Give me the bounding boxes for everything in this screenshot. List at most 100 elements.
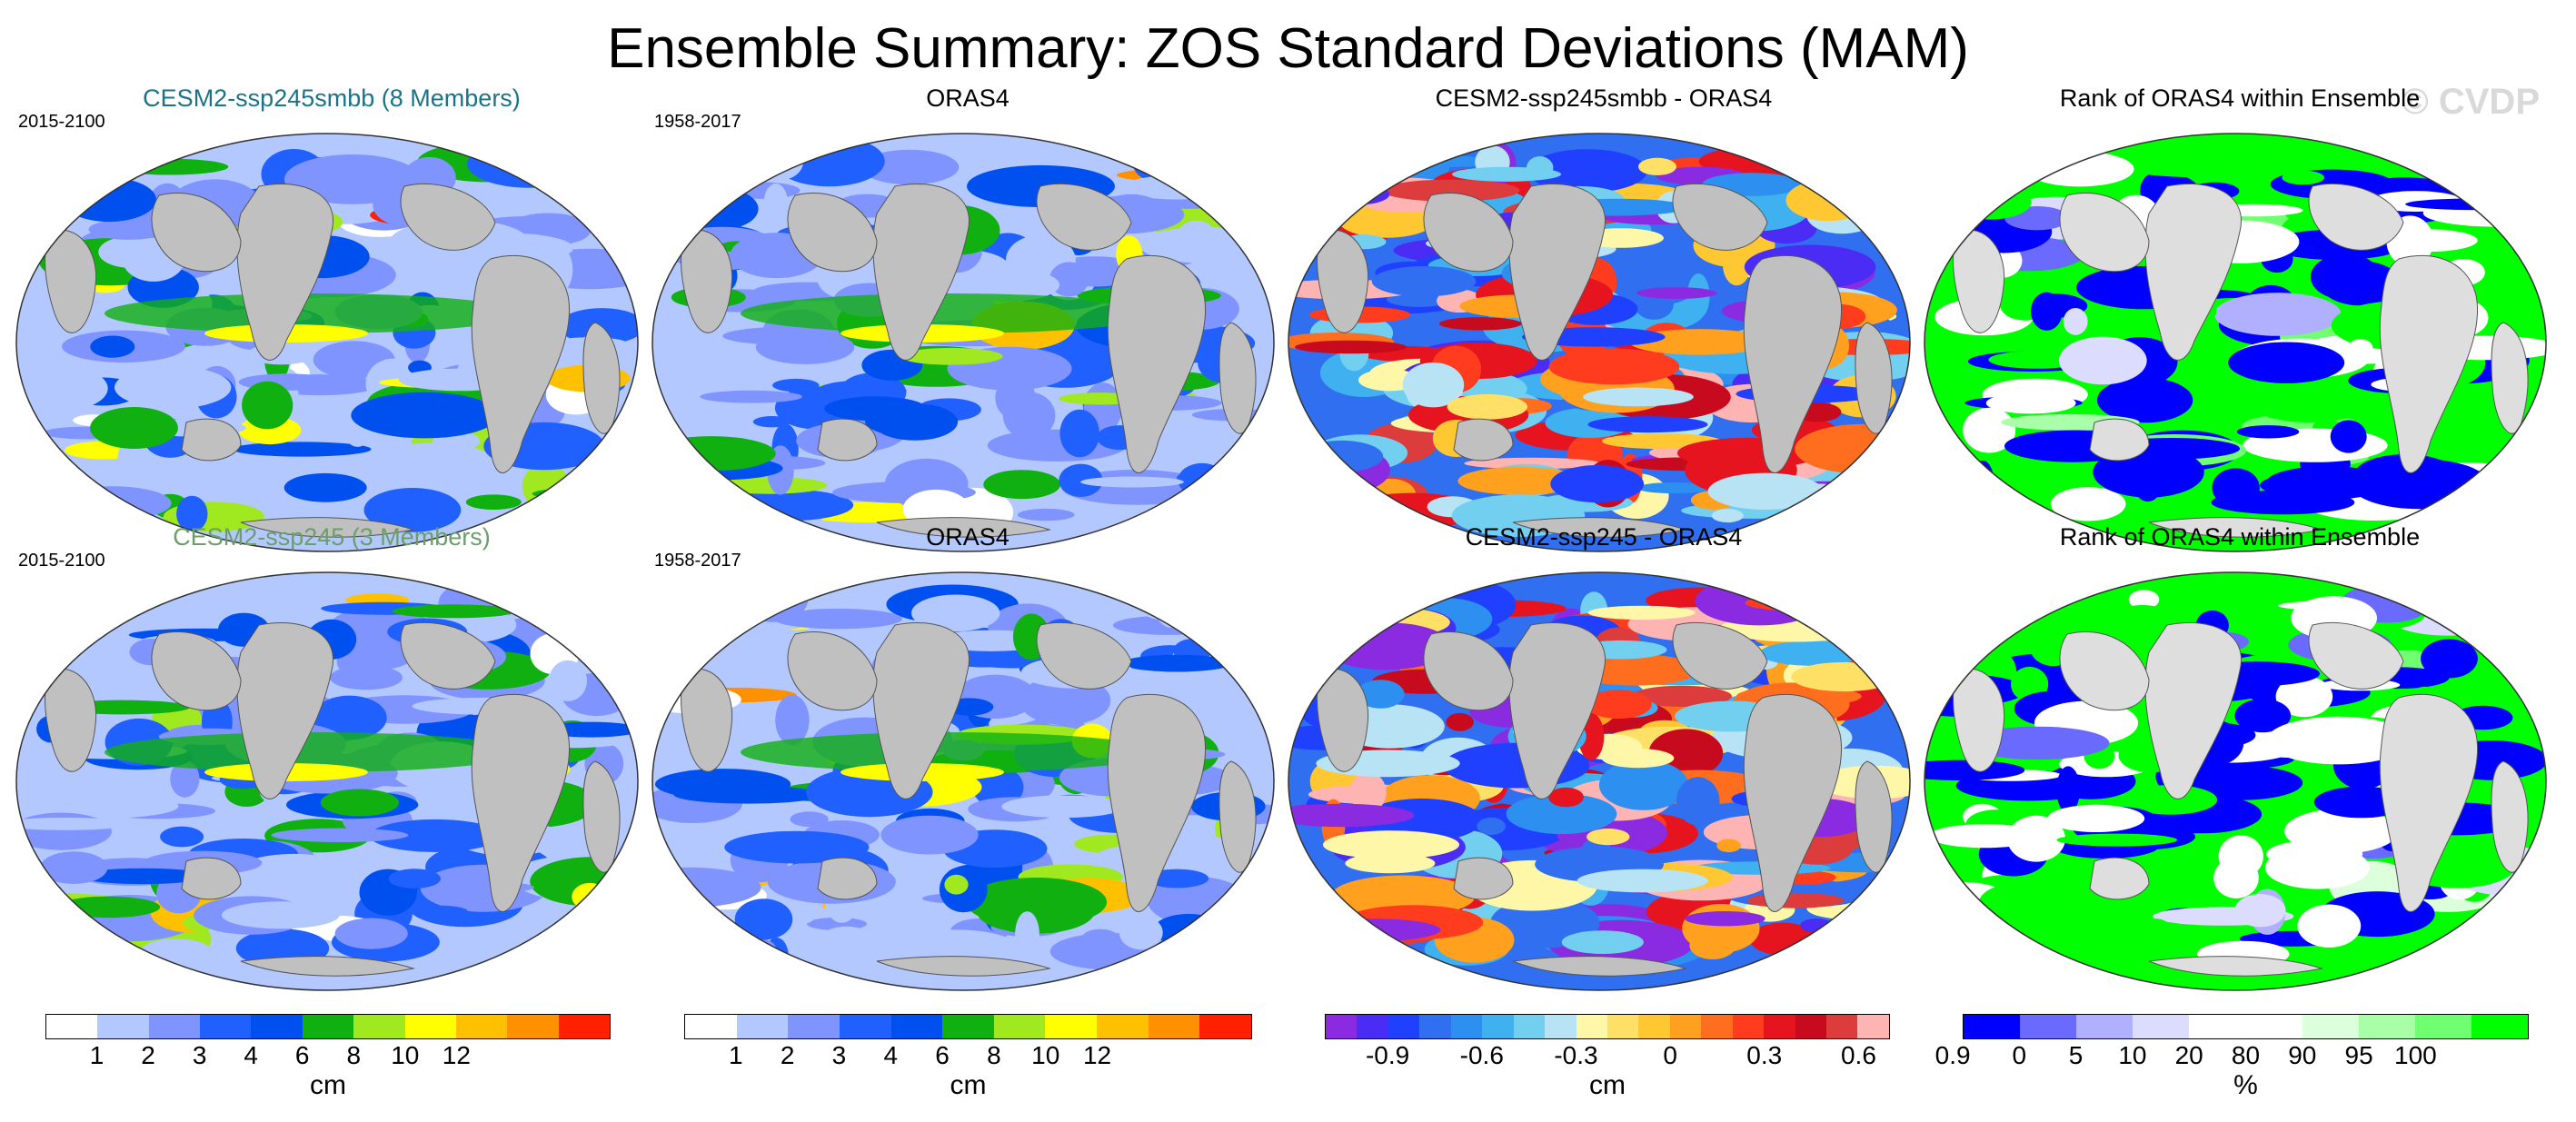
panel-period: 1958-2017 [654, 112, 741, 132]
colorbar-cell [2471, 1015, 2528, 1038]
field-patch [16, 818, 131, 830]
colorbar-cell [2358, 1015, 2415, 1038]
field-patch [1963, 407, 2016, 453]
field-patch [197, 819, 234, 831]
colorbar-cell [942, 1015, 994, 1038]
land-mask [45, 668, 97, 772]
field-patch [2456, 591, 2500, 630]
field-patch [2056, 766, 2080, 814]
field-patch [2002, 145, 2041, 182]
field-patch [392, 604, 516, 619]
land-mask [1953, 229, 2005, 333]
field-patch [2275, 676, 2333, 718]
panel-period: 2015-2100 [18, 112, 105, 132]
land-mask [1672, 183, 1768, 251]
field-patch [1381, 179, 1520, 202]
field-patch [90, 407, 178, 449]
land-mask [787, 631, 878, 711]
colorbar-cell [455, 1015, 508, 1038]
field-patch [1295, 340, 1407, 354]
land-mask [1036, 621, 1132, 690]
field-patch [388, 869, 441, 889]
colorbar-cell [1701, 1015, 1733, 1038]
field-patch [773, 608, 903, 630]
field-patch [1950, 445, 1981, 485]
field-patch [1438, 317, 1522, 331]
field-patch [78, 868, 208, 885]
field-patch [1695, 577, 1825, 626]
field-patch [2050, 487, 2126, 521]
field-patch [1859, 894, 1886, 906]
colorbar-tick-label: 3 [831, 1041, 847, 1069]
land-mask [681, 668, 733, 772]
colorbar-cell [200, 1015, 252, 1038]
field-patch [76, 612, 104, 642]
land-mask [787, 192, 878, 273]
colorbar-cell [1513, 1015, 1546, 1038]
field-patch [723, 182, 801, 199]
land-mask [817, 857, 878, 900]
field-patch [2264, 846, 2370, 889]
land-mask [400, 183, 496, 251]
watermark: © CVDP [2402, 82, 2540, 122]
field-patch [1133, 146, 1187, 183]
field-patch [816, 380, 907, 402]
field-patch [790, 811, 829, 828]
field-patch [2228, 342, 2345, 383]
field-patch [522, 462, 570, 510]
colorbar-cell [1576, 1015, 1607, 1038]
land-mask [236, 621, 333, 799]
field-patch [1791, 661, 1897, 692]
field-patch [760, 141, 804, 180]
panel-period: 1958-2017 [654, 551, 741, 571]
field-patch [1583, 387, 1694, 407]
colorbar-cell [1669, 1015, 1702, 1038]
field-patch [1576, 869, 1708, 893]
field-patch [334, 918, 408, 949]
field-patch [2047, 804, 2145, 832]
colorbar-cell [2414, 1015, 2472, 1038]
field-patch [34, 793, 179, 819]
colorbar-cell [1387, 1015, 1420, 1038]
land-mask [872, 621, 970, 799]
field-patch [39, 851, 108, 884]
colorbar-cell [1419, 1015, 1451, 1038]
colorbar-tick-label: -0.9 [1365, 1041, 1410, 1069]
field-patch [2297, 904, 2362, 948]
field-patch [976, 889, 1095, 934]
field-patch [1707, 472, 1824, 510]
field-patch [35, 934, 89, 975]
colorbar-cell [1732, 1015, 1765, 1038]
colorbar-cell [1045, 1015, 1098, 1038]
field-patch [56, 896, 161, 918]
equatorial-band [741, 293, 1159, 333]
land-mask [1512, 517, 1687, 538]
land-mask [1743, 254, 1842, 473]
field-patch [1629, 329, 1771, 355]
equatorial-band [104, 732, 522, 772]
field-patch [1288, 150, 1376, 176]
figure-title: Ensemble Summary: ZOS Standard Deviation… [607, 17, 1969, 80]
land-mask [1036, 183, 1132, 251]
colorbar: 1 2 3 4 6 8 10 12 cm [45, 1014, 611, 1101]
field-patch [1336, 173, 1382, 193]
field-patch [409, 905, 468, 918]
field-patch [775, 694, 810, 746]
field-patch [1192, 151, 1236, 194]
field-patch [199, 472, 306, 499]
panel-title: Rank of ORAS4 within Ensemble [2059, 523, 2421, 551]
land-mask [1317, 229, 1369, 333]
colorbar-cell [1764, 1015, 1795, 1038]
field-patch [2134, 918, 2177, 961]
field-patch [2253, 389, 2366, 422]
field-patch [2353, 454, 2457, 497]
field-patch [668, 600, 729, 637]
colorbar-cell [736, 1015, 789, 1038]
field-patch [1155, 589, 1190, 629]
field-patch [2096, 377, 2193, 423]
field-patch [1164, 585, 1233, 611]
field-patch [763, 184, 788, 222]
colorbar-units: % [2233, 1070, 2258, 1100]
field-patch [2421, 639, 2478, 679]
field-patch [1457, 466, 1583, 495]
